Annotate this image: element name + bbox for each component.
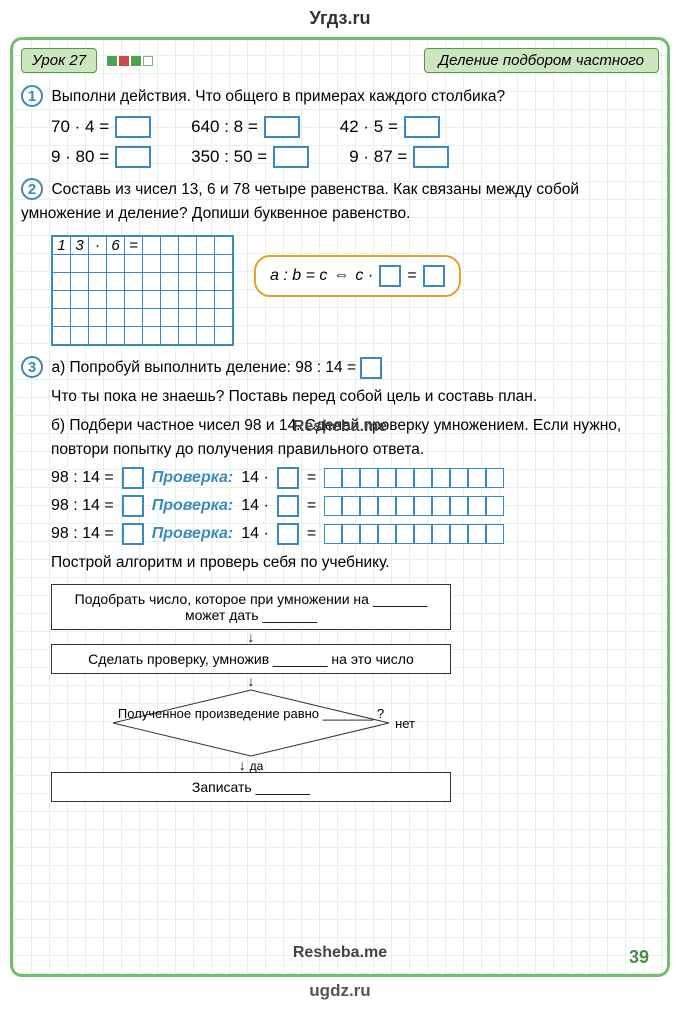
- yes-label: да: [250, 759, 264, 773]
- formula-part: ⇔: [333, 267, 349, 285]
- page-title-badge: Деление подбором частного: [424, 48, 659, 73]
- algo-box-1: Подобрать число, которое при умножении н…: [51, 584, 451, 630]
- eq: 42 · 5 =: [340, 117, 398, 137]
- task-2-text: Составь из чисел 13, 6 и 78 четыре равен…: [21, 181, 579, 221]
- lesson-badge: Урок 27: [21, 48, 97, 73]
- eq: 14 ·: [241, 497, 269, 515]
- formula-blank[interactable]: [423, 265, 445, 287]
- answer-box[interactable]: [122, 467, 144, 489]
- algorithm-flowchart: Подобрать число, которое при умножении н…: [51, 584, 451, 802]
- answer-box[interactable]: [277, 467, 299, 489]
- header-row: Урок 27 Деление подбором частного: [21, 48, 659, 73]
- arrow-down-icon: ↓: [51, 630, 451, 644]
- task-number-3: 3: [21, 356, 43, 378]
- eq: 640 : 8 =: [191, 117, 258, 137]
- proverka-label: Проверка:: [152, 497, 234, 515]
- proverka-label: Проверка:: [152, 469, 234, 487]
- grid-cell: ·: [89, 236, 107, 254]
- check-row-2: 98 : 14 = Проверка: 14 ·=: [51, 495, 659, 517]
- page-frame: Урок 27 Деление подбором частного 1 Выпо…: [10, 37, 670, 977]
- watermark: Resheba.me: [293, 418, 387, 436]
- work-grid[interactable]: 1 3 · 6 =: [51, 235, 234, 346]
- grid-cell: 1: [53, 236, 71, 254]
- answer-box[interactable]: [413, 146, 449, 168]
- answer-box[interactable]: [404, 116, 440, 138]
- grid-cell: =: [125, 236, 143, 254]
- work-cells[interactable]: [324, 496, 504, 516]
- eq: 9 · 87 =: [349, 147, 407, 167]
- page-number: 39: [629, 947, 649, 968]
- answer-box[interactable]: [277, 523, 299, 545]
- answer-box[interactable]: [115, 116, 151, 138]
- no-label: нет: [395, 716, 415, 731]
- work-cells[interactable]: [324, 468, 504, 488]
- task-1-row-1: 70 · 4 = 640 : 8 = 42 · 5 =: [51, 116, 659, 138]
- grid-cell: 6: [107, 236, 125, 254]
- answer-box[interactable]: [273, 146, 309, 168]
- check-row-3: 98 : 14 = Проверка: 14 ·=: [51, 523, 659, 545]
- work-cells[interactable]: [324, 524, 504, 544]
- eq: 70 · 4 =: [51, 117, 109, 137]
- arrow-down-icon: ↓: [51, 674, 451, 688]
- task-number-1: 1: [21, 85, 43, 107]
- task-3-question: Что ты пока не знаешь? Поставь перед соб…: [51, 385, 659, 408]
- task-2: 2 Составь из чисел 13, 6 и 78 четыре рав…: [21, 178, 659, 346]
- arrow-down-icon: ↓ да: [51, 758, 451, 772]
- eq: 14 ·: [241, 525, 269, 543]
- eq: 350 : 50 =: [191, 147, 267, 167]
- eq: 98 : 14 =: [51, 525, 114, 543]
- formula-part: =: [407, 267, 416, 285]
- watermark: Resheba.me: [293, 944, 387, 962]
- formula-part: a : b = c: [270, 267, 327, 285]
- task-3a-text: а) Попробуй выполнить деление: 98 : 14 =: [51, 359, 356, 376]
- site-header-top: Угдз.ru: [0, 0, 680, 37]
- algo-diamond: Полученное произведение равно _______ ? …: [111, 688, 391, 758]
- answer-box[interactable]: [277, 495, 299, 517]
- task-1: 1 Выполни действия. Что общего в примера…: [21, 85, 659, 168]
- algo-intro: Построй алгоритм и проверь себя по учебн…: [51, 551, 659, 574]
- site-footer: ugdz.ru: [0, 981, 680, 1001]
- task-1-text: Выполни действия. Что общего в примерах …: [51, 88, 505, 105]
- diamond-text: Полученное произведение равно _______ ?: [111, 706, 391, 721]
- eq: 9 · 80 =: [51, 147, 109, 167]
- task-2-grid-area: 1 3 · 6 = a : b = c ⇔ c · =: [51, 235, 659, 346]
- answer-box[interactable]: [115, 146, 151, 168]
- formula-box: a : b = c ⇔ c · =: [254, 255, 461, 297]
- answer-box[interactable]: [264, 116, 300, 138]
- algo-box-3: Записать _______: [51, 772, 451, 802]
- decorative-squares: [107, 56, 153, 66]
- eq: 14 ·: [241, 469, 269, 487]
- formula-blank[interactable]: [379, 265, 401, 287]
- answer-box[interactable]: [122, 523, 144, 545]
- eq: 98 : 14 =: [51, 497, 114, 515]
- grid-cell: 3: [71, 236, 89, 254]
- task-number-2: 2: [21, 178, 43, 200]
- answer-box[interactable]: [122, 495, 144, 517]
- eq: 98 : 14 =: [51, 469, 114, 487]
- formula-part: c ·: [355, 267, 373, 285]
- task-1-row-2: 9 · 80 = 350 : 50 = 9 · 87 =: [51, 146, 659, 168]
- proverka-label: Проверка:: [152, 525, 234, 543]
- check-row-1: 98 : 14 = Проверка: 14 ·=: [51, 467, 659, 489]
- algo-box-2: Сделать проверку, умножив _______ на это…: [51, 644, 451, 674]
- answer-box[interactable]: [360, 357, 382, 379]
